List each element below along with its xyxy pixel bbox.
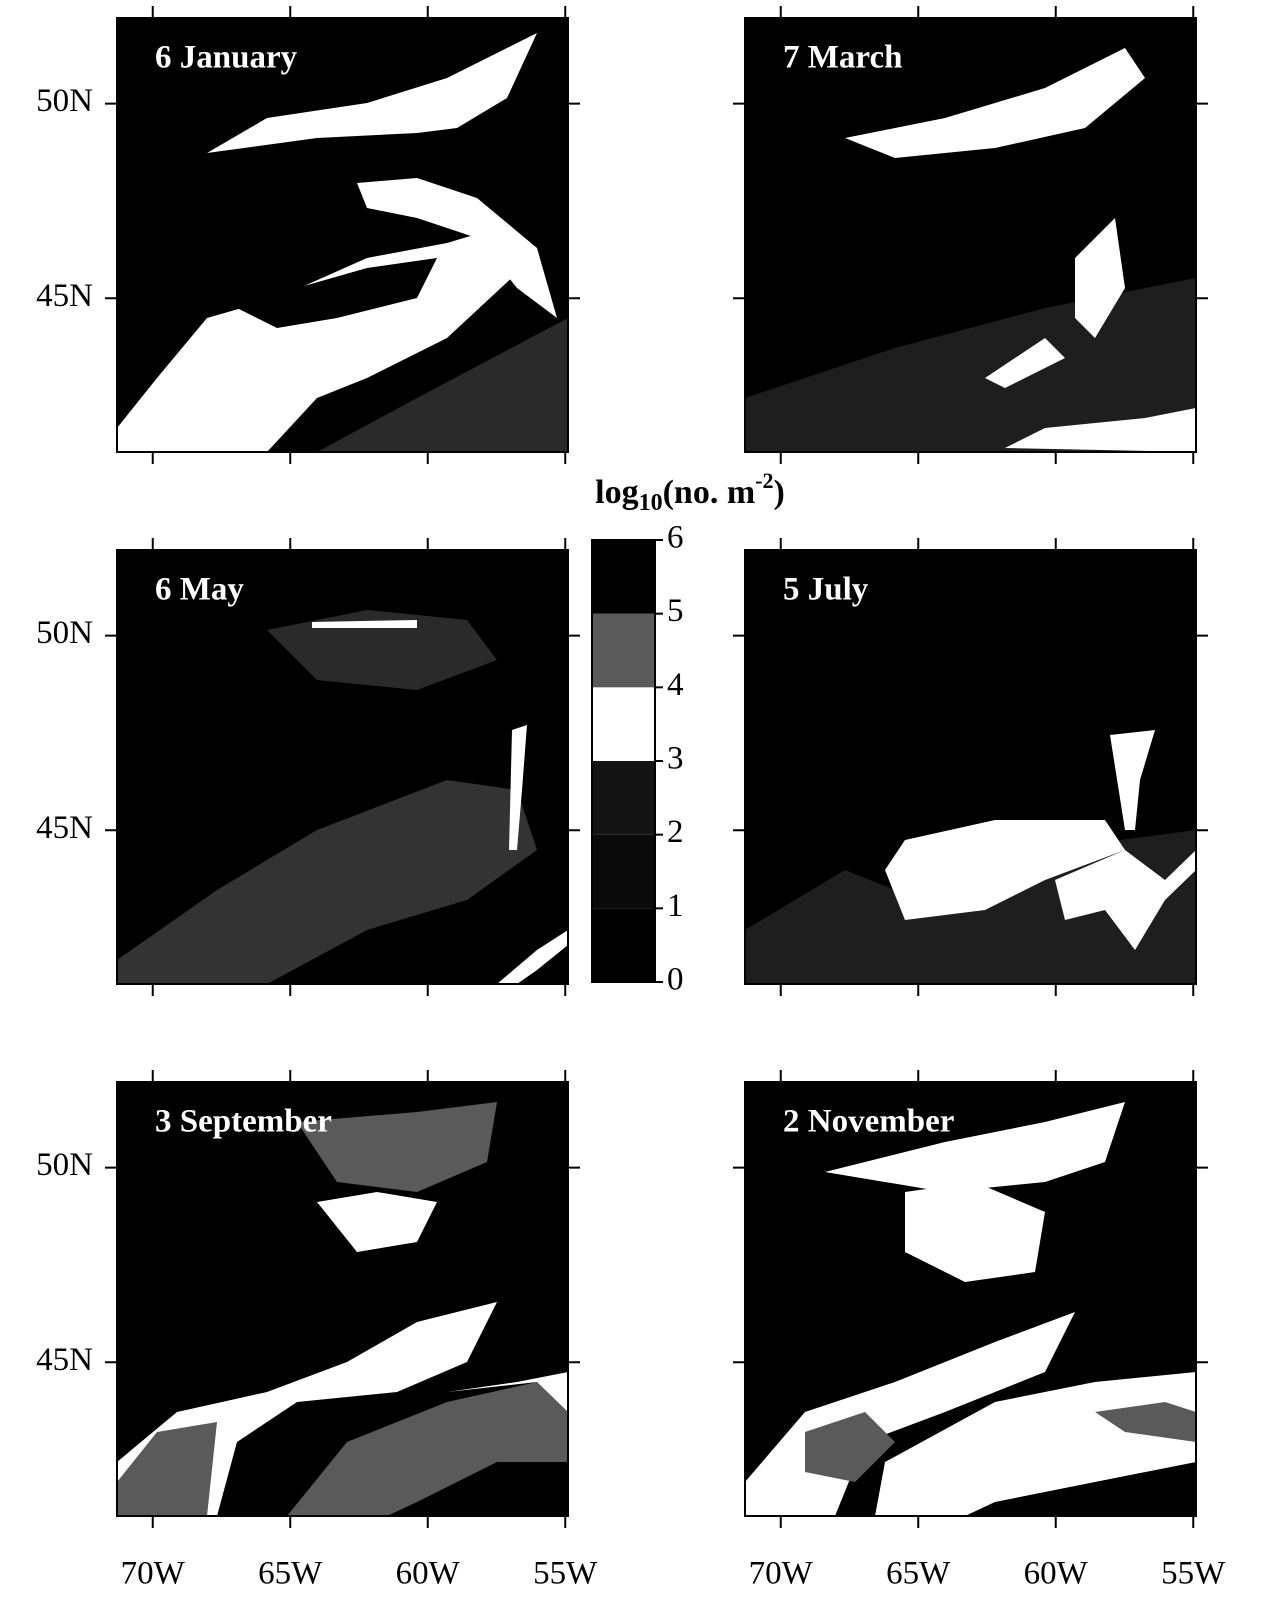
x-tick-label: 55W: [533, 1556, 598, 1592]
colorbar-tick-label: 2: [667, 814, 684, 850]
label-part: log: [595, 474, 638, 511]
panel: 6 January 45N 50N: [36, 6, 580, 464]
colorbar-label: log10(no. m-2): [595, 468, 785, 515]
colorbar-band: [592, 687, 655, 761]
colorbar-tick-label: 0: [667, 962, 684, 998]
panel-title: 2 November: [783, 1104, 954, 1140]
x-tick-label: 60W: [1024, 1556, 1089, 1592]
label-sub: 10: [639, 490, 663, 516]
label-part: (no. m: [663, 474, 756, 511]
label-sup: -2: [755, 468, 773, 493]
panel: 2 November 70W 65W 60W 55W: [733, 1070, 1226, 1592]
colorbar-tick-label: 1: [667, 888, 684, 924]
colorbar-tick-label: 6: [667, 520, 684, 556]
page: 6 January 45N 50N 7 March 6 May 45N 50N 5 Ju…: [0, 0, 1263, 1612]
x-tick-label: 70W: [749, 1556, 814, 1592]
x-tick-label: 60W: [396, 1556, 461, 1592]
x-tick-label: 70W: [121, 1556, 186, 1592]
y-tick-label: 45N: [36, 278, 93, 314]
y-tick-label: 50N: [36, 615, 93, 651]
y-tick-label: 45N: [36, 1342, 93, 1378]
panel: 3 September 45N 50N 70W 65W 60W 55W: [36, 1070, 598, 1592]
panel-title: 5 July: [783, 572, 869, 608]
y-tick-label: 50N: [36, 1147, 93, 1183]
colorbar-band: [592, 835, 655, 909]
panel-title: 3 September: [155, 1104, 332, 1140]
x-tick-label: 55W: [1161, 1556, 1226, 1592]
x-tick-label: 65W: [258, 1556, 323, 1592]
colorbar-band: [592, 614, 655, 688]
x-tick-label: 65W: [886, 1556, 951, 1592]
colorbar-band: [592, 761, 655, 835]
panel: 5 July: [733, 538, 1208, 996]
panel: 6 May 45N 50N: [36, 538, 580, 996]
y-tick-label: 45N: [36, 810, 93, 846]
colorbar-band: [592, 540, 655, 614]
panel: 7 March: [733, 6, 1208, 464]
y-tick-label: 50N: [36, 83, 93, 119]
panel-title: 6 January: [155, 40, 298, 76]
panel-title: 7 March: [783, 40, 902, 76]
colorbar-tick-label: 4: [667, 667, 684, 703]
figure: 6 January 45N 50N 7 March 6 May 45N 50N 5 Ju…: [0, 0, 1263, 1612]
colorbar-band: [592, 908, 655, 982]
panel-title: 6 May: [155, 572, 244, 608]
colorbar-tick-label: 5: [667, 593, 684, 629]
label-part: ): [774, 474, 785, 511]
colorbar-tick-label: 3: [667, 741, 684, 777]
